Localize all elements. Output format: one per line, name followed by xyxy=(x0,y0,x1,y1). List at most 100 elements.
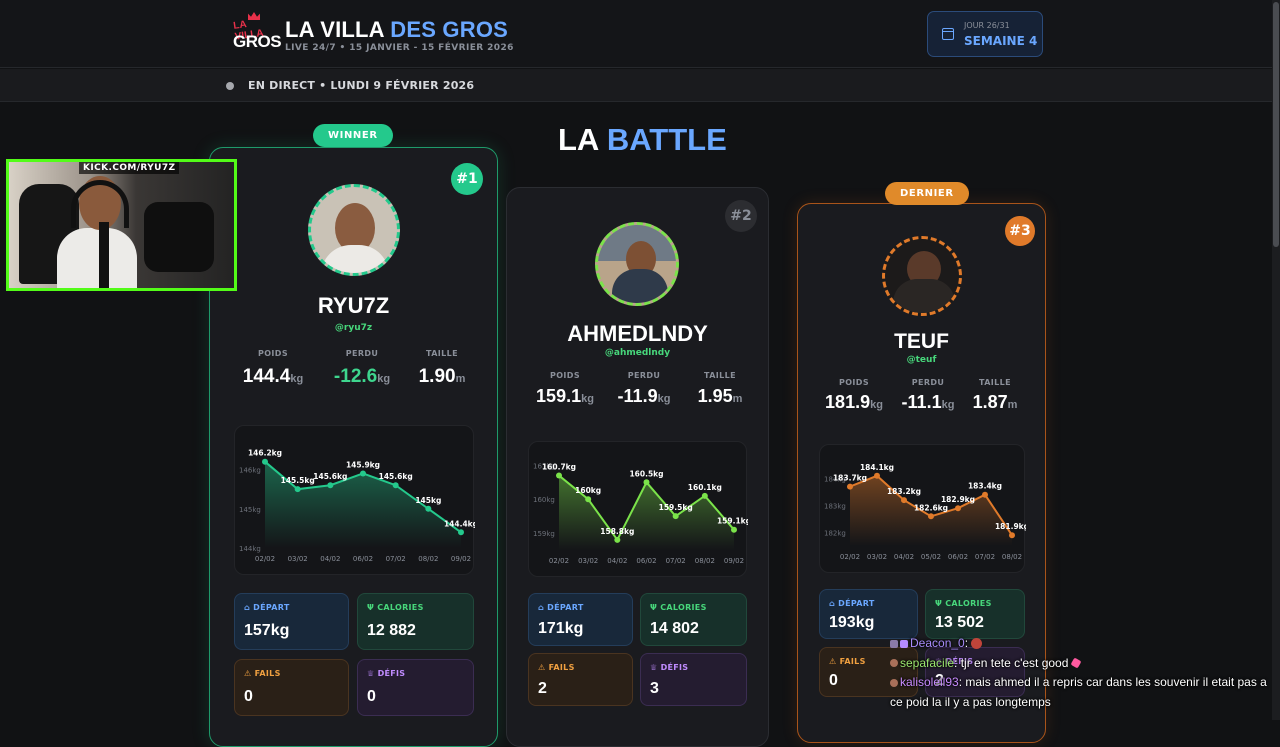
data-label: 160.1kg xyxy=(688,483,722,492)
calories-value: 12 882 xyxy=(367,622,416,639)
x-tick-label: 08/02 xyxy=(695,557,715,565)
data-label: 183.4kg xyxy=(968,482,1002,491)
depart-label: ⌂ DÉPART xyxy=(538,603,584,612)
data-point[interactable] xyxy=(327,482,334,489)
y-tick-label: 146kg xyxy=(239,467,261,475)
data-label: 160kg xyxy=(575,486,601,495)
weight-chart-svg: 161kg 160kg 159kg 160.7kg 02/02 160kg 03/02 158… xyxy=(533,462,751,565)
calories-label: Ψ CALORIES xyxy=(650,603,707,612)
player-handle[interactable]: @teuf xyxy=(906,355,937,365)
chat-username[interactable]: Deacon_0 xyxy=(910,636,965,650)
x-tick-label: 06/02 xyxy=(636,557,656,565)
taille-label: TAILLE xyxy=(703,371,737,380)
player-handle[interactable]: @ahmedlndy xyxy=(604,348,671,358)
page-scrollbar[interactable] xyxy=(1272,0,1280,720)
data-point[interactable] xyxy=(458,529,464,536)
rank-badge: #1 xyxy=(451,163,483,195)
data-label: 145.5kg xyxy=(281,476,315,485)
day-counter: JOUR 26/31 xyxy=(964,21,1010,30)
series-area xyxy=(850,475,1012,546)
crown-icon xyxy=(248,12,260,20)
depart-tile: ⌂ DÉPART 193kg xyxy=(819,589,918,639)
data-point[interactable] xyxy=(392,482,399,489)
scrollbar-thumb[interactable] xyxy=(1273,2,1279,247)
player-card-teuf[interactable]: #3 TEUF @teuf POIDS PERDU TAILLE 181.9kg… xyxy=(797,203,1046,743)
data-label: 182.6kg xyxy=(914,503,948,512)
calories-label: Ψ CALORIES xyxy=(367,603,424,612)
data-point[interactable] xyxy=(294,486,301,493)
perdu-label: PERDU xyxy=(911,378,945,387)
depart-value: 193kg xyxy=(829,614,875,631)
data-point[interactable] xyxy=(614,536,621,543)
y-tick-label: 144kg xyxy=(239,545,261,553)
last-place-badge: DERNIER xyxy=(885,182,969,205)
fails-tile: ⚠ FAILS 0 xyxy=(234,659,349,716)
data-label: 159.5kg xyxy=(659,503,693,512)
x-tick-label: 08/02 xyxy=(418,555,438,563)
weight-chart: 161kg 160kg 159kg 160.7kg 02/02 160kg 03/02 158… xyxy=(528,441,751,577)
x-tick-label: 07/02 xyxy=(386,555,406,563)
data-point[interactable] xyxy=(262,458,268,465)
data-point[interactable] xyxy=(982,491,988,498)
data-label: 146.2kg xyxy=(248,449,282,458)
data-point[interactable] xyxy=(847,483,853,490)
data-point[interactable] xyxy=(425,505,432,512)
x-tick-label: 04/02 xyxy=(320,555,340,563)
emote-icon xyxy=(1070,657,1082,669)
chat-username[interactable]: sepafacile xyxy=(900,655,955,670)
data-point[interactable] xyxy=(955,505,961,512)
data-point[interactable] xyxy=(901,497,907,504)
data-point[interactable] xyxy=(1009,532,1015,539)
battle-heading: LA BATTLE xyxy=(558,122,727,158)
data-point[interactable] xyxy=(874,472,880,479)
site-title-part-b: DES GROS xyxy=(390,17,509,42)
x-tick-label: 05/02 xyxy=(921,553,941,561)
streamer-webcam: KICK.COM/RYU7Z xyxy=(6,159,237,291)
fails-value: 2 xyxy=(538,680,547,697)
top-bar: LA VILLA GROS LA VILLA DES GROS LIVE 24/… xyxy=(0,0,1272,68)
y-tick-label: 160kg xyxy=(533,496,555,504)
data-point[interactable] xyxy=(928,513,934,520)
depart-label: ⌂ DÉPART xyxy=(829,599,875,608)
defis-label: ♕ DÉFIS xyxy=(367,669,406,678)
fails-tile: ⚠ FAILS 2 xyxy=(528,653,633,706)
rank-badge: #3 xyxy=(1005,216,1035,246)
depart-value: 171kg xyxy=(538,620,584,637)
data-point[interactable] xyxy=(360,470,366,477)
depart-tile: ⌂ DÉPART 171kg xyxy=(528,593,633,646)
logo-text-bottom: GROS xyxy=(233,32,282,51)
badge-icon xyxy=(890,639,898,648)
x-tick-label: 03/02 xyxy=(288,555,308,563)
fails-label: ⚠ FAILS xyxy=(244,669,281,678)
data-label: 145kg xyxy=(415,496,441,505)
x-tick-label: 02/02 xyxy=(840,553,860,561)
week-badge[interactable]: JOUR 26/31 SEMAINE 4 xyxy=(927,11,1043,57)
defis-label: ♕ DÉFIS xyxy=(935,657,974,666)
chat-text: tjr en tete c'est good xyxy=(960,655,1069,670)
data-point[interactable] xyxy=(585,496,592,503)
player-card-ryu7z[interactable]: #1 RYU7Z @ryu7z POIDS PERDU TAILLE 144.4… xyxy=(209,147,498,747)
player-card-ahmedlndy[interactable]: #2 AHMEDLNDY @ahmedlndy POIDS PERDU TAIL… xyxy=(506,187,769,747)
data-point[interactable] xyxy=(731,526,737,533)
live-bar: EN DIRECT • LUNDI 9 FÉVRIER 2026 xyxy=(0,69,1272,102)
site-logo[interactable]: LA VILLA GROS xyxy=(230,12,282,56)
x-tick-label: 08/02 xyxy=(1002,553,1022,561)
poids-label: POIDS xyxy=(549,371,581,380)
taille-label: TAILLE xyxy=(978,378,1012,387)
avatar xyxy=(882,236,962,316)
player-handle[interactable]: @ryu7z xyxy=(334,323,373,333)
perdu-value: -12.6kg xyxy=(333,366,391,387)
defis-tile: ♕ DÉFIS 0 xyxy=(357,659,474,716)
data-point[interactable] xyxy=(701,492,708,499)
defis-label: ♕ DÉFIS xyxy=(650,663,689,672)
data-point[interactable] xyxy=(643,479,650,486)
week-label: SEMAINE 4 xyxy=(964,34,1038,48)
chat-username[interactable]: kalisoleil93 xyxy=(900,675,959,689)
depart-value: 157kg xyxy=(244,622,290,639)
poids-value: 144.4kg xyxy=(242,366,304,387)
fails-value: 0 xyxy=(829,672,838,689)
perdu-value: -11.9kg xyxy=(617,386,671,406)
data-point[interactable] xyxy=(556,472,562,479)
data-point[interactable] xyxy=(672,513,679,520)
fails-label: ⚠ FAILS xyxy=(538,663,575,672)
